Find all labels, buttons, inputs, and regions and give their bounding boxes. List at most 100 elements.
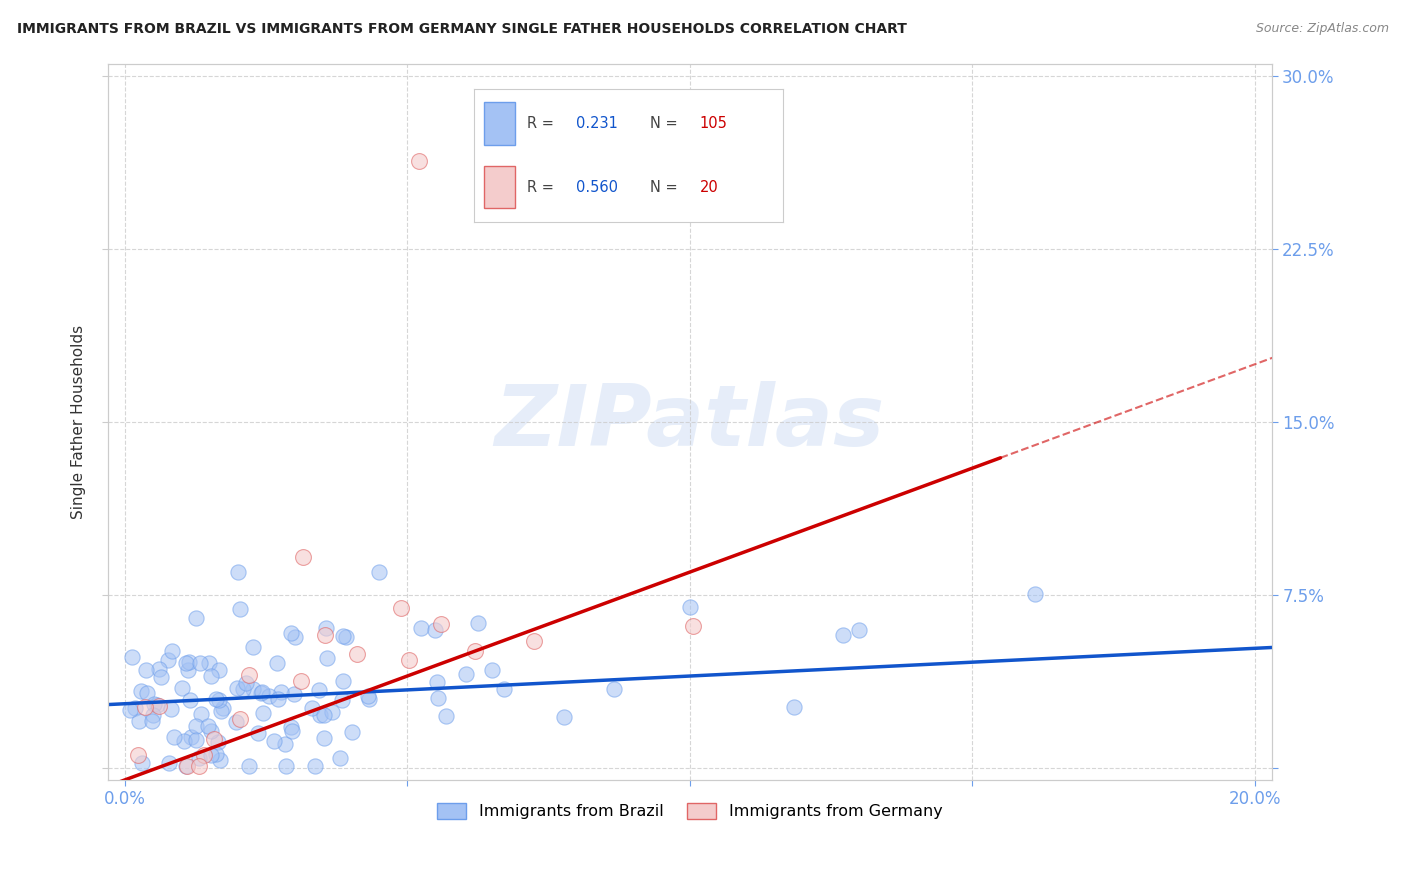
- Point: [359, 691, 381, 706]
- Point: [225, 681, 247, 695]
- Point: [270, 685, 292, 699]
- Point: [783, 700, 806, 714]
- Point: [283, 687, 305, 701]
- Point: [148, 662, 170, 676]
- Point: [238, 668, 260, 682]
- Point: [249, 686, 271, 700]
- Point: [162, 730, 184, 744]
- Point: [301, 701, 323, 715]
- Point: [304, 759, 326, 773]
- Point: [143, 697, 166, 711]
- Point: [209, 753, 232, 767]
- Point: [146, 698, 169, 713]
- Point: [266, 656, 288, 670]
- Point: [291, 549, 314, 564]
- Point: [160, 702, 183, 716]
- Point: [242, 640, 264, 654]
- Point: [467, 616, 489, 631]
- Point: [280, 625, 302, 640]
- Point: [179, 655, 201, 669]
- Point: [179, 693, 201, 707]
- Point: [190, 706, 212, 721]
- Point: [314, 731, 336, 745]
- Point: [177, 663, 200, 677]
- Point: [425, 623, 447, 637]
- Point: [134, 699, 156, 714]
- Point: [250, 685, 273, 699]
- Point: [679, 599, 702, 614]
- Point: [225, 714, 247, 729]
- Point: [142, 707, 165, 722]
- Text: Source: ZipAtlas.com: Source: ZipAtlas.com: [1256, 22, 1389, 36]
- Point: [284, 631, 307, 645]
- Point: [235, 676, 257, 690]
- Point: [309, 708, 332, 723]
- Point: [150, 670, 173, 684]
- Point: [247, 725, 270, 739]
- Point: [207, 735, 229, 749]
- Text: IMMIGRANTS FROM BRAZIL VS IMMIGRANTS FROM GERMANY SINGLE FATHER HOUSEHOLDS CORRE: IMMIGRANTS FROM BRAZIL VS IMMIGRANTS FRO…: [17, 22, 907, 37]
- Point: [603, 682, 626, 697]
- Point: [315, 650, 337, 665]
- Point: [205, 692, 228, 706]
- Point: [232, 681, 254, 696]
- Point: [184, 610, 207, 624]
- Point: [176, 759, 198, 773]
- Point: [454, 666, 477, 681]
- Point: [308, 682, 330, 697]
- Point: [368, 565, 391, 579]
- Point: [135, 686, 157, 700]
- Point: [340, 725, 363, 739]
- Point: [257, 689, 280, 703]
- Text: ZIPatlas: ZIPatlas: [495, 381, 884, 464]
- Point: [208, 663, 231, 677]
- Point: [848, 623, 870, 637]
- Point: [408, 154, 430, 169]
- Point: [188, 751, 211, 765]
- Point: [135, 663, 157, 677]
- Point: [426, 691, 449, 706]
- Point: [281, 723, 304, 738]
- Point: [208, 693, 231, 707]
- Point: [242, 682, 264, 697]
- Point: [160, 644, 183, 658]
- Point: [330, 693, 353, 707]
- Point: [411, 622, 433, 636]
- Point: [170, 681, 193, 695]
- Point: [184, 733, 207, 747]
- Point: [193, 747, 215, 762]
- Point: [332, 629, 354, 643]
- Point: [209, 704, 232, 718]
- Point: [832, 627, 855, 641]
- Point: [238, 759, 260, 773]
- Point: [226, 565, 249, 579]
- Point: [148, 698, 170, 713]
- Point: [357, 690, 380, 704]
- Point: [211, 701, 233, 715]
- Point: [188, 759, 211, 773]
- Point: [314, 628, 336, 642]
- Point: [274, 759, 297, 773]
- Point: [229, 601, 252, 615]
- Point: [523, 633, 546, 648]
- Point: [329, 750, 352, 764]
- Point: [127, 747, 149, 762]
- Point: [121, 650, 143, 665]
- Point: [280, 720, 302, 734]
- Point: [274, 737, 297, 751]
- Y-axis label: Single Father Households: Single Father Households: [72, 325, 86, 519]
- Point: [321, 706, 343, 720]
- Point: [398, 652, 420, 666]
- Point: [198, 656, 221, 670]
- Point: [332, 674, 354, 689]
- Point: [141, 714, 163, 728]
- Point: [430, 617, 453, 632]
- Point: [197, 719, 219, 733]
- Point: [174, 656, 197, 670]
- Point: [1024, 587, 1046, 601]
- Point: [267, 691, 290, 706]
- Point: [200, 723, 222, 738]
- Point: [173, 734, 195, 748]
- Point: [335, 630, 357, 644]
- Point: [682, 619, 704, 633]
